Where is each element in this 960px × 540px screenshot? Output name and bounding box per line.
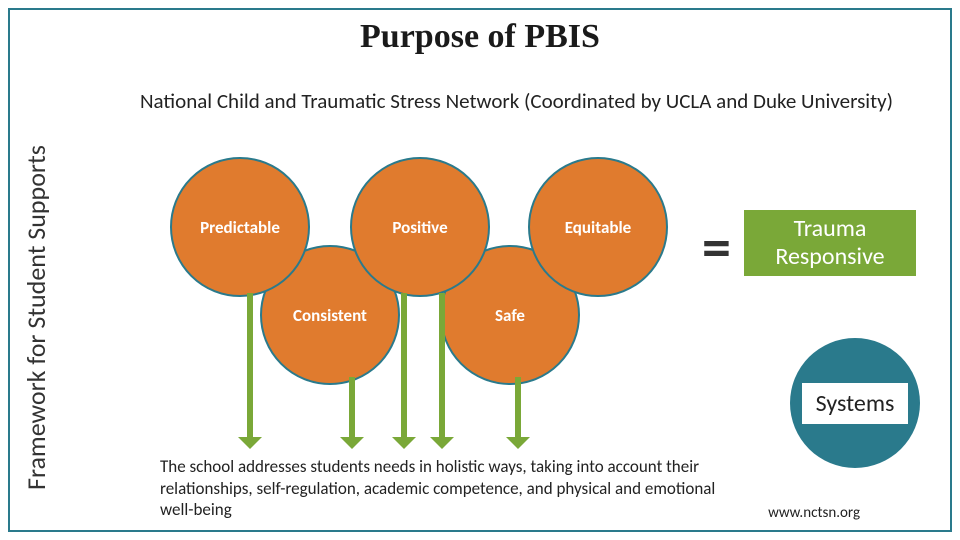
circle-positive: Positive [350,157,490,297]
bottom-text: The school addresses students needs in h… [160,456,720,520]
diagram-area: PredictablePositiveEquitableConsistentSa… [140,145,730,445]
arrow-2 [390,293,418,449]
systems-circle: Systems [790,338,920,468]
arrow-0 [236,293,264,449]
trauma-line2: Responsive [775,243,884,271]
arrow-4 [504,377,532,449]
arrow-3 [428,293,456,449]
equals-sign: = [702,232,729,264]
circle-equitable: Equitable [528,157,668,297]
systems-label: Systems [802,383,909,424]
trauma-line1: Trauma [775,215,884,243]
arrow-1 [338,377,366,449]
slide-title: Purpose of PBIS [0,18,960,56]
subtitle: National Child and Traumatic Stress Netw… [140,88,930,114]
sidebar-label: Framework for Student Supports [20,145,52,490]
trauma-responsive-box: Trauma Responsive [744,210,916,276]
source-url: www.nctsn.org [768,504,860,522]
circle-predictable: Predictable [170,157,310,297]
